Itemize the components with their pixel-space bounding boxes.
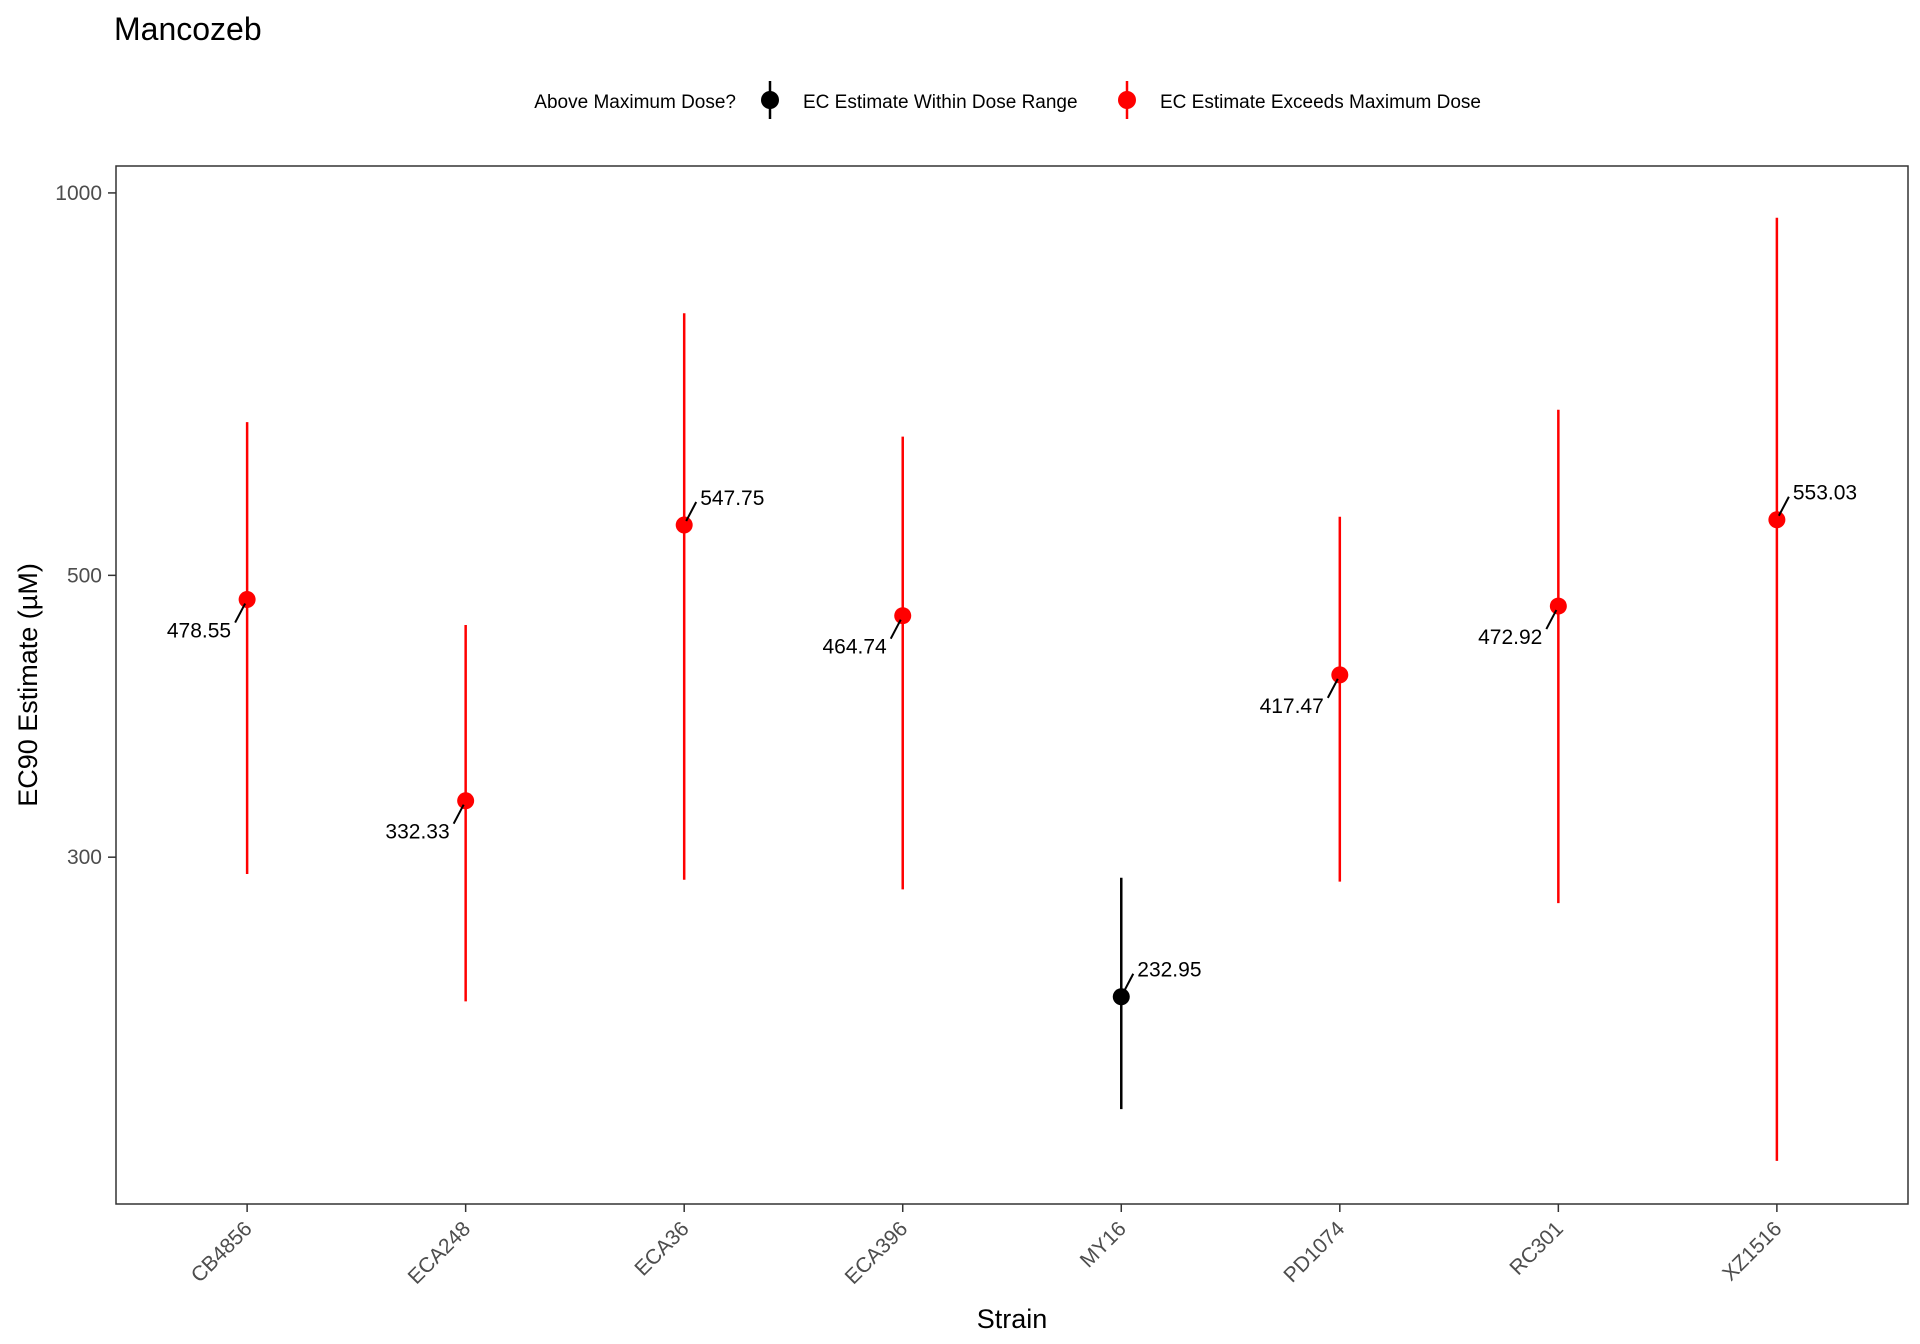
legend-title: Above Maximum Dose? bbox=[534, 92, 736, 113]
data-label: 417.47 bbox=[1260, 695, 1324, 718]
x-tick-label: CB4856 bbox=[187, 1217, 257, 1287]
x-tick-label: MY16 bbox=[1076, 1217, 1131, 1272]
label-leader-line bbox=[234, 603, 247, 624]
point-estimate bbox=[894, 607, 912, 625]
label-leader-line bbox=[889, 619, 902, 640]
x-axis-title: Strain bbox=[977, 1304, 1048, 1334]
label-leader-line bbox=[1777, 496, 1790, 517]
label-leader-line bbox=[685, 501, 698, 522]
data-label: 332.33 bbox=[385, 821, 449, 844]
point-estimate bbox=[1768, 511, 1786, 529]
data-label: 232.95 bbox=[1137, 959, 1201, 982]
point-estimate bbox=[675, 516, 693, 534]
plot-panel bbox=[115, 165, 1909, 1205]
label-leader-line bbox=[1122, 973, 1135, 994]
data-label: 464.74 bbox=[822, 636, 887, 659]
point-estimate bbox=[1112, 988, 1130, 1006]
y-tick-label: 300 bbox=[67, 846, 102, 869]
label-leader-line bbox=[452, 804, 465, 825]
x-tick-label: ECA396 bbox=[841, 1217, 913, 1289]
legend-key-dot-exceeds-max bbox=[1118, 91, 1136, 109]
point-estimate bbox=[1331, 666, 1349, 684]
label-leader-line bbox=[1545, 609, 1558, 630]
label-leader-line bbox=[1326, 678, 1339, 699]
y-axis: 300 500 1000 bbox=[55, 182, 116, 869]
point-estimate bbox=[1549, 597, 1567, 615]
data-label: 547.75 bbox=[700, 487, 764, 510]
x-tick-label: ECA248 bbox=[404, 1217, 476, 1289]
data-label: 553.03 bbox=[1793, 482, 1857, 505]
x-tick-label: RC301 bbox=[1505, 1217, 1567, 1279]
x-tick-label: PD1074 bbox=[1279, 1217, 1349, 1287]
data-label: 472.92 bbox=[1478, 626, 1542, 649]
chart-title: Mancozeb bbox=[114, 11, 262, 47]
y-axis-title: EC90 Estimate (µM) bbox=[13, 563, 43, 807]
y-tick-label: 500 bbox=[67, 564, 102, 587]
data-marks: 478.55 332.33 547.75 464.74 232.95 417.47 472.… bbox=[167, 217, 1857, 1161]
x-tick-label: ECA36 bbox=[630, 1217, 693, 1280]
point-estimate bbox=[238, 591, 256, 609]
x-tick-label: XZ1516 bbox=[1718, 1217, 1786, 1285]
legend-key-dot-within-range bbox=[761, 91, 779, 109]
legend-label-exceeds-max: EC Estimate Exceeds Maximum Dose bbox=[1160, 92, 1481, 113]
legend-entry-exceeds-max: EC Estimate Exceeds Maximum Dose bbox=[1118, 81, 1481, 119]
x-axis: CB4856 ECA248 ECA36 ECA396 MY16 PD1074 RC301 XZ… bbox=[187, 1204, 1786, 1289]
legend: Above Maximum Dose? EC Estimate Within D… bbox=[534, 81, 1481, 119]
point-estimate bbox=[457, 792, 475, 810]
data-label: 478.55 bbox=[167, 620, 231, 643]
y-tick-label: 1000 bbox=[55, 182, 102, 205]
legend-label-within-range: EC Estimate Within Dose Range bbox=[803, 92, 1078, 113]
legend-entry-within-range: EC Estimate Within Dose Range bbox=[761, 81, 1078, 119]
